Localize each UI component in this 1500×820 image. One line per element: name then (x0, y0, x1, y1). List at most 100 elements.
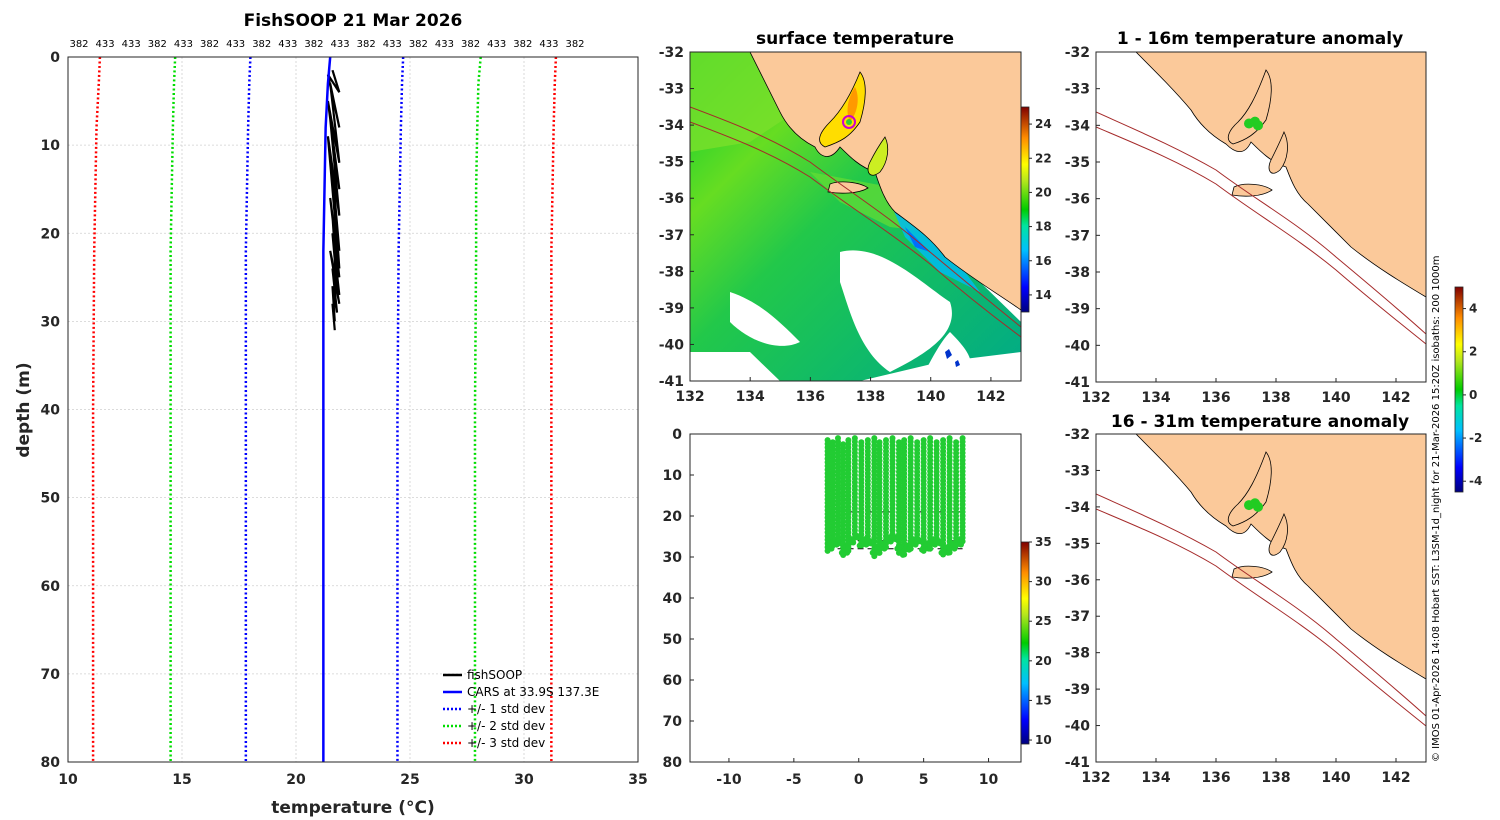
anom-deep-x-tick-label: 134 (1141, 770, 1170, 786)
anom-shallow-y-tick-label: -41 (1065, 375, 1090, 391)
anom-deep-x-tick-label: 140 (1321, 770, 1350, 786)
sst-y-tick-label: -41 (659, 374, 684, 390)
profile-x-tick-label: 30 (514, 772, 534, 788)
sst-x-tick-label: 138 (856, 389, 885, 405)
timeseries-colorbar-tick-label: 25 (1035, 614, 1052, 628)
timeseries-point (858, 542, 865, 549)
profile-top-label: 382 (200, 39, 219, 50)
sst-colorbar (1020, 106, 1030, 313)
profile-x-tick-label: 15 (172, 772, 191, 788)
sst-colorbar-tick-label: 24 (1035, 117, 1052, 131)
anom-shallow-x-tick-label: 132 (1081, 390, 1110, 406)
sst-y-tick-label: -34 (659, 118, 685, 134)
anom-deep-x-tick-label: 142 (1381, 770, 1410, 786)
anom-shallow-y-ticks: -32 -33 -34 -35 -36 -37 -38 -39 -40 -41 (1065, 45, 1100, 391)
sst-y-tick-label: -36 (659, 191, 684, 207)
anom-shallow-y-tick-label: -33 (1065, 82, 1090, 98)
anomaly-colorbar-tick-label: 2 (1469, 345, 1477, 359)
sst-colorbar-tick-label: 18 (1035, 220, 1052, 234)
sst-panel: surface temperature (659, 29, 1052, 405)
anom-deep-title: 16 - 31m temperature anomaly (1111, 412, 1409, 432)
anom-deep-y-tick-label: -32 (1065, 427, 1090, 443)
profile-series-line-right (396, 56, 405, 762)
sst-colorbar-tick-label: 14 (1035, 288, 1052, 302)
profile-axes-frame (67, 56, 639, 763)
timeseries-x-ticks: -10 -5 0 5 10 (716, 758, 999, 788)
sst-x-tick-label: 142 (976, 389, 1005, 405)
profile-y-tick-label: 10 (41, 138, 61, 154)
anom-shallow-panel: 1 - 16m temperature anomaly 132 134 136 138… (1065, 29, 1427, 406)
anom-shallow-y-tick-label: -34 (1065, 118, 1091, 134)
profile-series-line-left (169, 56, 177, 762)
timeseries-x-tick-label: 5 (919, 772, 929, 788)
legend-label-1std: +/- 1 std dev (467, 702, 545, 716)
timeseries-y-tick-label: 0 (672, 427, 682, 443)
anom-deep-y-tick-label: -34 (1065, 500, 1091, 516)
sst-colorbar-ticks: 14 16 18 20 22 24 (1029, 117, 1052, 302)
profile-panel: FishSOOP 21 Mar 2026 382 433 433 382 433 382 4… (14, 11, 648, 818)
profile-top-label: 433 (383, 39, 402, 50)
anom-shallow-y-tick-label: -40 (1065, 338, 1091, 354)
profile-x-ticks: 10 15 20 25 30 35 (58, 772, 647, 788)
profile-series-line-right (473, 56, 482, 762)
sst-colorbar-tick-label: 20 (1035, 185, 1052, 199)
profile-top-label: 382 (409, 39, 428, 50)
sst-y-tick-label: -39 (659, 301, 684, 317)
anomaly-colorbar-tick-label: -4 (1469, 474, 1482, 488)
profile-series-line-left (91, 56, 102, 762)
profile-top-label: 382 (69, 39, 88, 50)
anom-shallow-x-tick-label: 136 (1201, 390, 1230, 406)
profile-top-label: 382 (148, 39, 167, 50)
profile-top-label: 382 (513, 39, 532, 50)
profile-top-label: 433 (226, 39, 245, 50)
legend-label-2std: +/- 2 std dev (467, 719, 545, 733)
profile-top-label: 382 (252, 39, 271, 50)
anom-deep-point (1253, 501, 1263, 512)
profile-x-tick-label: 10 (58, 772, 78, 788)
legend-label-3std: +/- 3 std dev (467, 736, 545, 750)
anom-deep-x-tick-label: 132 (1081, 770, 1110, 786)
legend-label-cars: CARS at 33.9S 137.3E (467, 685, 599, 699)
sst-x-tick-label: 136 (796, 389, 825, 405)
credit-text: © IMOS 01-Apr-2026 14:08 Hobart SST: L3S… (1431, 256, 1442, 763)
timeseries-point (901, 551, 908, 558)
timeseries-x-tick-label: -5 (786, 772, 802, 788)
sst-x-tick-label: 132 (675, 389, 704, 405)
profile-top-label: 382 (461, 39, 480, 50)
timeseries-point (883, 544, 890, 551)
anom-deep-y-tick-label: -33 (1065, 463, 1090, 479)
anom-shallow-x-tick-label: 138 (1261, 390, 1290, 406)
legend-label-fishsoop: fishSOOP (467, 668, 522, 682)
timeseries-point (907, 545, 914, 552)
anom-deep-y-tick-label: -38 (1065, 646, 1090, 662)
profile-y-tick-label: 0 (50, 50, 60, 66)
profile-y-tick-label: 60 (41, 579, 61, 595)
timeseries-point (845, 547, 852, 554)
anom-shallow-y-tick-label: -35 (1065, 155, 1090, 171)
profile-y-tick-label: 70 (41, 667, 61, 683)
profile-y-tick-label: 50 (41, 491, 61, 507)
sst-x-ticks: 132 134 136 138 140 142 (675, 377, 1006, 405)
anom-deep-y-ticks: -32 -33 -34 -35 -36 -37 -38 -39 -40 -41 (1065, 427, 1100, 771)
profile-top-label: 433 (487, 39, 506, 50)
profile-x-label: temperature (°C) (271, 798, 435, 818)
sst-land (749, 52, 1021, 311)
anom-deep-axes-frame (1095, 433, 1427, 763)
sst-y-ticks: -32 -33 -34 -35 -36 -37 -38 -39 -40 -41 (659, 45, 694, 390)
anom-shallow-y-tick-label: -36 (1065, 192, 1090, 208)
profile-x-tick-label: 20 (286, 772, 306, 788)
anom-deep-points (1244, 498, 1263, 512)
anom-deep-map (1096, 434, 1426, 762)
timeseries-colorbar-tick-label: 35 (1035, 535, 1052, 549)
anomaly-colorbar-tick-label: 4 (1469, 302, 1477, 316)
sst-vessel-marker (842, 115, 856, 129)
timeseries-x-tick-label: 0 (854, 772, 864, 788)
profile-series-line-right (550, 56, 558, 762)
profile-y-tick-label: 30 (41, 314, 61, 330)
profile-top-label: 433 (435, 39, 454, 50)
profile-y-label: depth (m) (14, 362, 34, 457)
timeseries-colorbar-tick-label: 30 (1035, 575, 1052, 589)
anom-shallow-title: 1 - 16m temperature anomaly (1117, 29, 1403, 49)
timeseries-panel: -10 -5 0 5 10 0 10 20 30 40 50 60 70 80 35 30 25 20 15 10 (663, 427, 1052, 788)
